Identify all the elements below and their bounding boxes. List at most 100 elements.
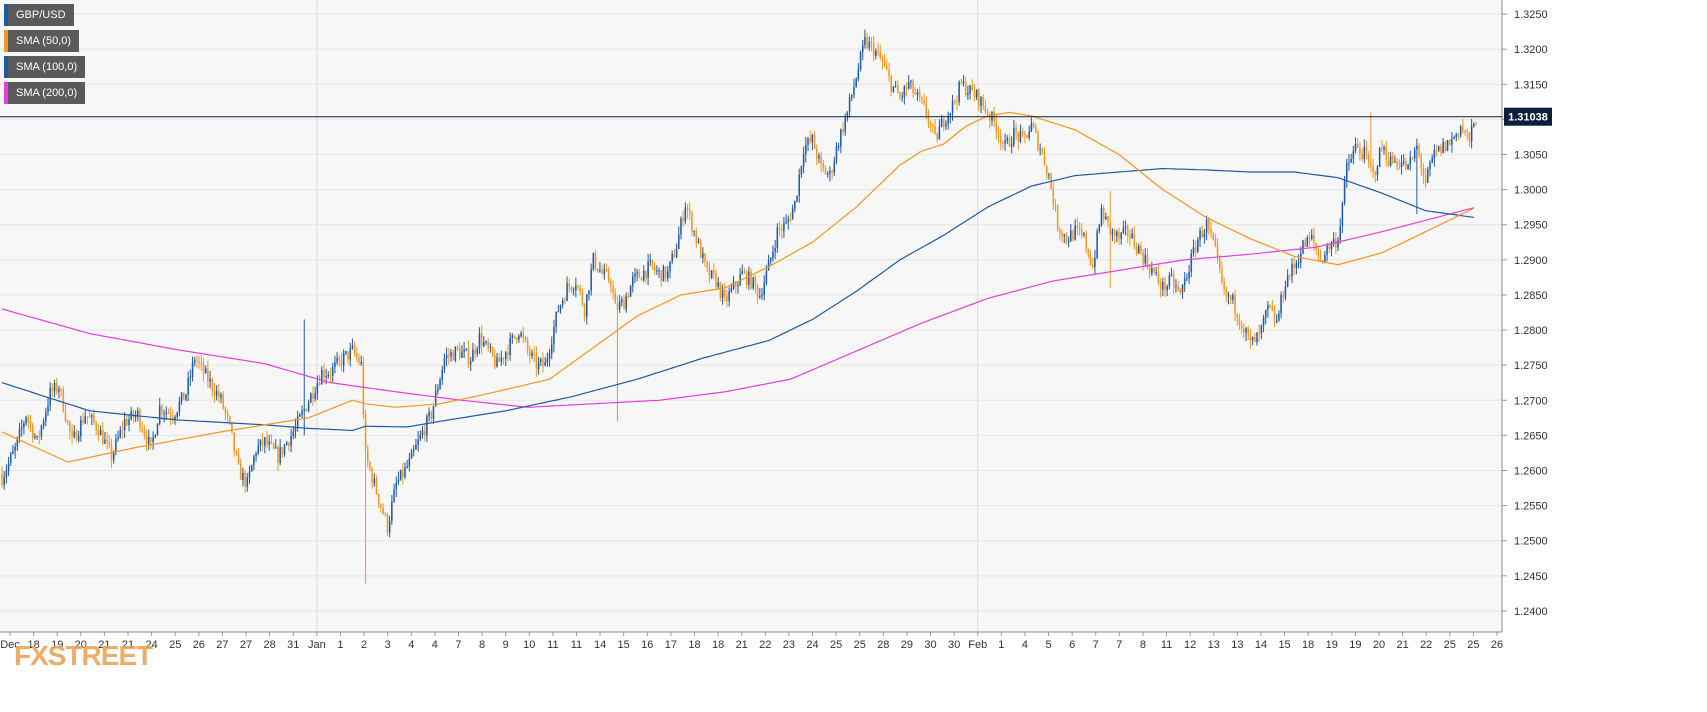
candle-body	[1183, 278, 1186, 286]
x-tick-label: Feb	[968, 639, 987, 651]
candle-body	[1096, 231, 1098, 258]
x-tick-label: 29	[901, 639, 913, 651]
candle-body	[264, 437, 266, 446]
candle-body	[49, 387, 51, 406]
candle-body	[518, 335, 520, 340]
candle-body	[581, 291, 584, 305]
candle-body	[1335, 239, 1337, 248]
y-tick-label: 1.2600	[1514, 465, 1548, 477]
candle-body	[529, 350, 531, 357]
candle-body	[1221, 268, 1223, 282]
candle-body	[815, 148, 818, 159]
candle-body	[1370, 162, 1372, 167]
candle-body	[25, 416, 27, 424]
x-tick-label: 20	[75, 639, 87, 651]
candle-body	[393, 489, 395, 502]
candle-body	[791, 208, 794, 220]
legend-item-sma50[interactable]: SMA (50,0)	[4, 30, 80, 52]
candle-body	[246, 477, 249, 487]
x-tick-label: 2	[361, 639, 367, 651]
candle-body	[145, 435, 148, 445]
candle-body	[540, 359, 542, 362]
legend-item-sma200[interactable]: SMA (200,0)	[4, 82, 86, 104]
candle-body	[1387, 159, 1390, 166]
candle-body	[890, 75, 892, 92]
candle-body	[426, 416, 428, 436]
candle-body	[202, 362, 205, 374]
candle-body	[866, 36, 868, 48]
candle-body	[894, 85, 897, 87]
candle-body	[743, 271, 746, 273]
candle-body	[745, 272, 748, 285]
candle-body	[1247, 328, 1249, 336]
candle-body	[349, 348, 352, 360]
candle-body	[958, 81, 960, 102]
candle-body	[1107, 216, 1109, 223]
candle-body	[761, 294, 763, 297]
candle-body	[178, 401, 181, 413]
candle-body	[1074, 225, 1076, 240]
legend-item-gbpusd[interactable]: GBP/USD	[4, 4, 74, 26]
candle-body	[207, 368, 209, 382]
candle-body	[1122, 227, 1125, 233]
candle-body	[134, 415, 137, 418]
candle-body	[962, 81, 965, 84]
candle-body	[586, 294, 588, 317]
candle-body	[1315, 242, 1317, 250]
candle-body	[515, 337, 518, 340]
candle-body	[104, 439, 106, 444]
candle-body	[458, 348, 461, 358]
candle-body	[699, 240, 702, 258]
candle-body	[710, 270, 713, 278]
x-tick-label: 16	[641, 639, 653, 651]
candle-body	[169, 413, 172, 418]
candle-body	[1091, 264, 1094, 268]
candle-body	[837, 146, 840, 148]
candle-body	[656, 270, 658, 272]
candle-body	[636, 272, 638, 274]
candle-body	[62, 389, 65, 412]
candle-body	[233, 432, 235, 452]
candle-body	[323, 369, 325, 378]
candle-body	[1339, 226, 1341, 241]
candle-body	[500, 357, 503, 362]
candle-body	[196, 360, 198, 362]
candle-body	[229, 416, 231, 423]
candle-body	[1205, 219, 1208, 233]
x-tick-label: 11	[1161, 639, 1172, 651]
candle-body	[465, 348, 468, 350]
candle-body	[1376, 166, 1379, 176]
candle-body	[3, 477, 5, 486]
candle-body	[542, 359, 544, 367]
candle-body	[1197, 239, 1199, 252]
candle-body	[583, 304, 586, 317]
legend-swatch	[4, 56, 8, 78]
candle-body	[1192, 247, 1195, 254]
candle-body	[953, 100, 956, 102]
candle-body	[1102, 208, 1105, 220]
candle-body	[1032, 123, 1035, 128]
candle-body	[257, 445, 260, 454]
candle-body	[927, 114, 930, 123]
candle-body	[27, 416, 30, 422]
candle-body	[1164, 281, 1166, 291]
candle-body	[419, 434, 422, 440]
plot-area	[0, 0, 1502, 632]
candle-body	[34, 436, 36, 438]
candle-body	[603, 269, 606, 274]
candle-body	[23, 423, 25, 428]
candle-body	[369, 461, 371, 470]
x-tick-label: 27	[240, 639, 252, 651]
candle-body	[1234, 294, 1236, 314]
legend-item-sma100[interactable]: SMA (100,0)	[4, 56, 86, 78]
candle-body	[340, 359, 343, 366]
candle-body	[601, 270, 603, 274]
candle-body	[1254, 336, 1256, 343]
candle-body	[1262, 317, 1265, 326]
candle-body	[1037, 132, 1039, 150]
candle-body	[154, 435, 157, 438]
candle-body	[1059, 229, 1061, 233]
candle-body	[1148, 266, 1151, 274]
candle-body	[132, 410, 135, 418]
